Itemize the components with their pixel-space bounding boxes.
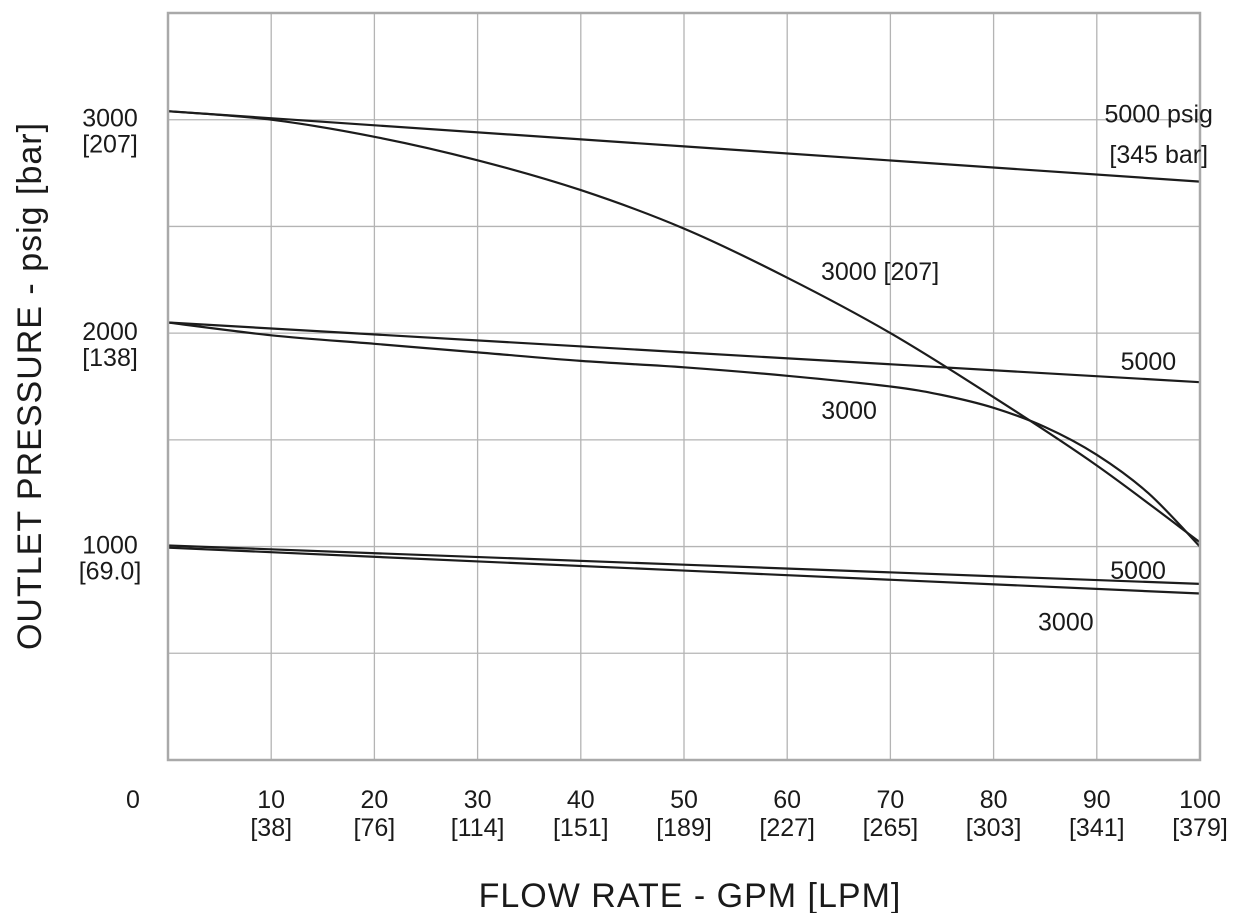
x-tick-label: 20 bbox=[360, 786, 388, 814]
x-tick-sublabel: [341] bbox=[1069, 814, 1125, 842]
curve-label: [345 bar] bbox=[1109, 141, 1208, 169]
y-tick-sublabel: [69.0] bbox=[79, 558, 142, 586]
curve-label: 3000 [207] bbox=[821, 258, 939, 286]
y-tick-label: 3000 bbox=[82, 105, 138, 133]
y-tick-labels: 1000[69.0] 2000[138] 3000[207] bbox=[79, 105, 142, 586]
x-tick-sublabel: [379] bbox=[1172, 814, 1228, 842]
curve-s1000-5000 bbox=[167, 544, 1201, 585]
plot-frame bbox=[166, 11, 1202, 762]
x-tick-labels: 10[38] 20[76] 30[114] 40[151] 50[189] 60[227]… bbox=[250, 786, 1227, 842]
x-tick-sublabel: [189] bbox=[656, 814, 712, 842]
curve-label: 5000 bbox=[1110, 557, 1166, 585]
x-tick-label: 90 bbox=[1083, 786, 1111, 814]
x-tick-label: 80 bbox=[980, 786, 1008, 814]
x-axis-title: FLOW RATE - GPM [LPM] bbox=[479, 877, 902, 913]
curve-label: 5000 psig bbox=[1105, 100, 1213, 128]
curve-s2000-5000 bbox=[167, 321, 1201, 384]
x-tick-label: 100 bbox=[1179, 786, 1221, 814]
x-tick-sublabel: [265] bbox=[863, 814, 919, 842]
x-tick-label: 10 bbox=[257, 786, 285, 814]
x-origin-label: 0 bbox=[126, 786, 140, 814]
x-tick-sublabel: [38] bbox=[250, 814, 292, 842]
y-tick-label: 2000 bbox=[82, 318, 138, 346]
x-tick-sublabel: [227] bbox=[759, 814, 815, 842]
curve-s3000-5000 bbox=[167, 110, 1201, 183]
y-axis-title: OUTLET PRESSURE - psig [bar] bbox=[11, 122, 49, 650]
x-tick-sublabel: [151] bbox=[553, 814, 609, 842]
x-tick-sublabel: [76] bbox=[354, 814, 396, 842]
curve-s1000-3000 bbox=[167, 546, 1201, 595]
x-tick-sublabel: [114] bbox=[451, 814, 505, 842]
y-tick-label: 1000 bbox=[82, 532, 138, 560]
y-tick-sublabel: [207] bbox=[82, 131, 138, 159]
curve-label: 3000 bbox=[1038, 608, 1094, 636]
curve-label: 3000 bbox=[821, 397, 877, 425]
curve-s2000-3000 bbox=[167, 321, 1201, 548]
x-tick-label: 50 bbox=[670, 786, 698, 814]
curves bbox=[167, 110, 1201, 595]
x-tick-label: 40 bbox=[567, 786, 595, 814]
curve-s3000-3000 bbox=[167, 110, 1201, 544]
x-tick-label: 30 bbox=[464, 786, 492, 814]
x-tick-sublabel: [303] bbox=[966, 814, 1022, 842]
x-tick-label: 70 bbox=[876, 786, 904, 814]
y-tick-sublabel: [138] bbox=[82, 344, 138, 372]
grid bbox=[168, 13, 1200, 760]
curve-labels: 5000 psig [345 bar] 3000 [207] 5000 3000 5000… bbox=[821, 100, 1213, 636]
curve-label: 5000 bbox=[1121, 348, 1177, 376]
x-tick-label: 60 bbox=[773, 786, 801, 814]
